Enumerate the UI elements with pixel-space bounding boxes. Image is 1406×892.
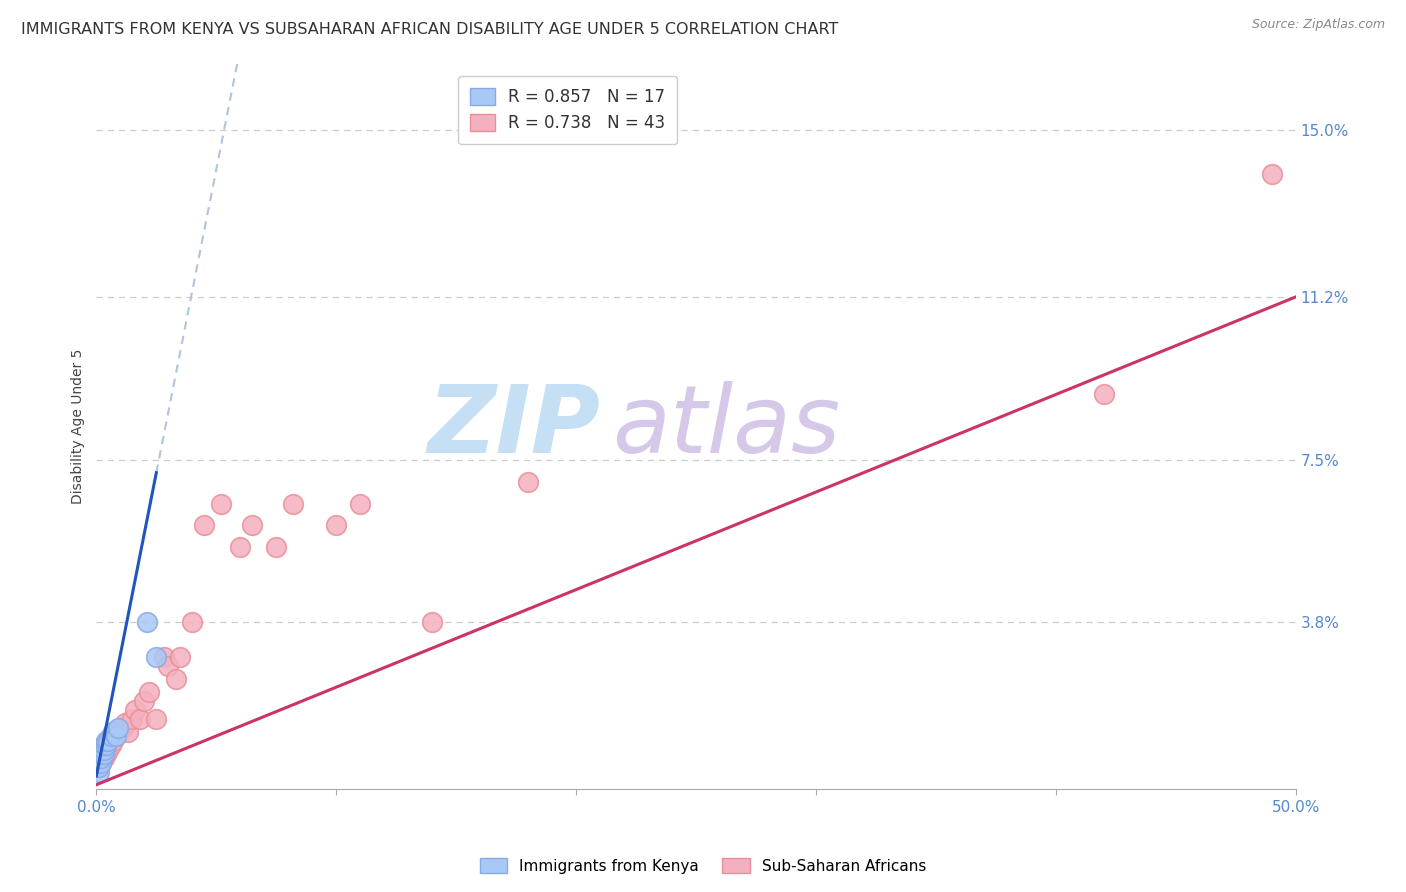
Point [100,730,122,744]
Point [90,751,112,765]
Point [107,725,129,739]
Point [87,764,110,779]
Point [93,747,115,761]
Point [165,673,187,687]
Y-axis label: Disability Age Under 5: Disability Age Under 5 [72,349,86,504]
Text: IMMIGRANTS FROM KENYA VS SUBSAHARAN AFRICAN DISABILITY AGE UNDER 5 CORRELATION C: IMMIGRANTS FROM KENYA VS SUBSAHARAN AFRI… [21,22,838,37]
Point [134,694,156,708]
Point [349,496,371,510]
Point [114,716,136,731]
Point [111,721,134,735]
Point [240,518,263,533]
Point [100,730,122,744]
Point [281,496,304,510]
Point [101,725,124,739]
Point [97,742,120,756]
Point [94,747,117,761]
Point [101,725,124,739]
Point [101,733,124,747]
Point [93,751,115,765]
Point [117,725,139,739]
Text: ZIP: ZIP [427,381,600,473]
Point [124,703,146,717]
Text: atlas: atlas [612,381,841,472]
Point [90,747,112,761]
Legend: Immigrants from Kenya, Sub-Saharan Africans: Immigrants from Kenya, Sub-Saharan Afric… [474,852,932,880]
Point [264,541,287,555]
Point [87,760,110,774]
Point [145,650,167,665]
Point [104,730,127,744]
Point [90,756,112,770]
Point [90,747,112,761]
Point [181,615,204,629]
Point [107,721,129,735]
Point [209,496,232,510]
Point [135,615,157,629]
Point [325,518,347,533]
Point [420,615,443,629]
Point [87,756,110,770]
Point [517,475,540,489]
Point [93,738,115,752]
Point [1092,386,1115,401]
Point [94,733,117,747]
Point [229,541,252,555]
Point [93,742,115,756]
Point [145,712,167,726]
Point [93,742,115,756]
Point [157,659,180,673]
Point [97,733,120,747]
Point [97,733,120,747]
Point [1260,167,1282,181]
Point [121,712,143,726]
Point [193,518,215,533]
Point [87,760,110,774]
Point [110,721,132,735]
Point [152,650,174,665]
Text: Source: ZipAtlas.com: Source: ZipAtlas.com [1251,18,1385,31]
Point [94,738,117,752]
Point [128,712,150,726]
Point [100,738,122,752]
Point [104,730,127,744]
Point [138,685,160,699]
Point [169,650,191,665]
Point [94,738,117,752]
Legend: R = 0.857   N = 17, R = 0.738   N = 43: R = 0.857 N = 17, R = 0.738 N = 43 [458,76,678,144]
Point [90,756,112,770]
